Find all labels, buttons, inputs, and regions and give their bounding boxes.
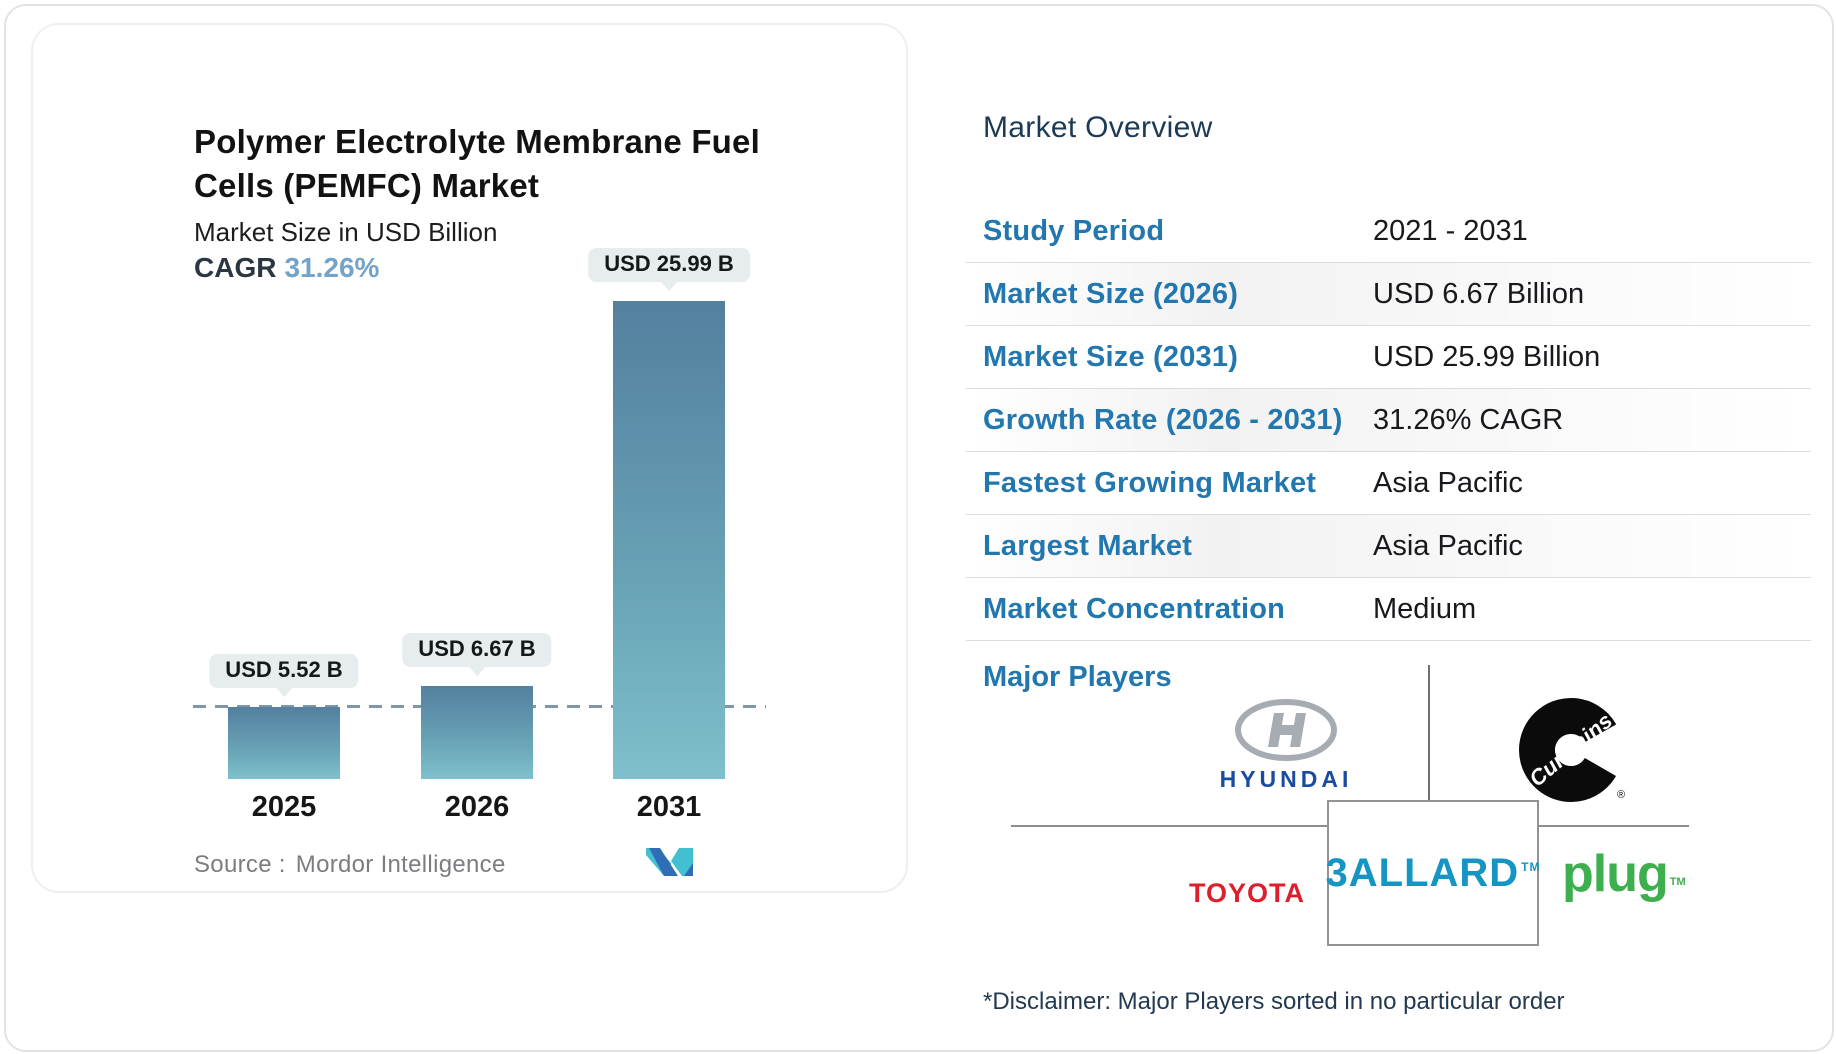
x-axis-label: 2025: [251, 791, 317, 823]
major-players-label: Major Players: [983, 661, 1172, 693]
bar-value-tooltip: USD 25.99 B: [588, 248, 750, 300]
tooltip-arrow-icon: [660, 281, 678, 300]
x-axis-label: 2031: [636, 791, 702, 823]
bar-2031: [613, 301, 725, 779]
overview-row-label: Market Size (2031): [983, 340, 1239, 373]
source-label: Source :: [194, 851, 286, 878]
overview-row: Market Concentration Medium: [966, 578, 1811, 641]
trademark-symbol: TM: [1669, 875, 1686, 888]
overview-row-value: USD 25.99 Billion: [1373, 340, 1601, 373]
plug-wordmark: plug: [1562, 845, 1669, 903]
overview-row-value: 2021 - 2031: [1373, 214, 1528, 247]
orgchart-vertical-line: [1428, 665, 1430, 802]
overview-row: Market Size (2031) USD 25.99 Billion: [966, 326, 1811, 389]
cummins-logo: Cummins ®: [1511, 690, 1631, 810]
overview-row: Fastest Growing Market Asia Pacific: [966, 452, 1811, 515]
overview-row-value: 31.26% CAGR: [1373, 403, 1564, 436]
chart-title: Polymer Electrolyte Membrane Fuel Cells …: [194, 123, 760, 204]
ballard-logo: 3ALLARD TM: [1325, 800, 1541, 946]
major-players-disclaimer: *Disclaimer: Major Players sorted in no …: [983, 988, 1565, 1015]
chart-subtitle: Market Size in USD Billion: [194, 217, 498, 247]
overview-row-value: Asia Pacific: [1373, 466, 1523, 499]
hyundai-oval-icon: [1235, 699, 1337, 761]
bar-value-label: USD 6.67 B: [402, 633, 552, 667]
source-text: Source : Mordor Intelligence: [194, 851, 506, 879]
ballard-wordmark: 3ALLARD TM: [1325, 850, 1541, 895]
plug-power-logo: plug TM: [1562, 844, 1686, 904]
chart-cagr: CAGR 31.26%: [194, 252, 379, 284]
bar-value-tooltip: USD 6.67 B: [402, 633, 552, 685]
overview-row-label: Largest Market: [983, 529, 1193, 562]
tooltip-arrow-icon: [274, 687, 293, 706]
cummins-c-icon: Cummins ®: [1519, 698, 1625, 802]
hyundai-wordmark: HYUNDAI: [1219, 766, 1353, 792]
overview-row-label: Study Period: [983, 214, 1165, 247]
cagr-value: 31.26%: [284, 252, 380, 283]
toyota-logo: TOYOTA: [1188, 878, 1305, 908]
bar-chart: USD 5.52 B 2025 USD 6.67 B 2026 USD 25.99 B 2…: [33, 25, 906, 891]
tooltip-arrow-icon: [467, 666, 486, 685]
source-value: Mordor Intelligence: [295, 851, 506, 878]
x-axis-label: 2026: [444, 791, 510, 823]
market-overview-title: Market Overview: [983, 111, 1213, 144]
overview-row-label: Market Concentration: [983, 592, 1286, 625]
overview-row: Growth Rate (2026 - 2031) 31.26% CAGR: [966, 389, 1811, 452]
overview-row-value: Asia Pacific: [1373, 529, 1523, 562]
overview-row-label: Market Size (2026): [983, 277, 1239, 310]
overview-row-label: Fastest Growing Market: [983, 466, 1317, 499]
overview-row: Largest Market Asia Pacific: [966, 515, 1811, 578]
overview-row-label: Growth Rate (2026 - 2031): [983, 403, 1343, 436]
bar-2025: [228, 707, 340, 779]
market-size-chart-card: Polymer Electrolyte Membrane Fuel Cells …: [31, 23, 908, 893]
mordor-intelligence-logo: [646, 848, 693, 876]
overview-row-value: Medium: [1373, 592, 1477, 625]
overview-row: Study Period 2021 - 2031: [966, 200, 1811, 263]
trademark-symbol: TM: [1521, 860, 1541, 875]
source-row: Source : Mordor Intelligence: [194, 845, 754, 885]
market-overview-table: Study Period 2021 - 2031 Market Size (2026…: [966, 200, 1811, 641]
page-card: Polymer Electrolyte Membrane Fuel Cells …: [4, 4, 1834, 1052]
hyundai-logo: HYUNDAI: [1191, 698, 1381, 793]
svg-text:®: ®: [1617, 789, 1625, 801]
overview-row: Market Size (2026) USD 6.67 Billion: [966, 263, 1811, 326]
bar-2026: [421, 686, 533, 779]
bar-value-label: USD 25.99 B: [588, 248, 750, 282]
cagr-label: CAGR: [194, 252, 277, 283]
bar-value-tooltip: USD 5.52 B: [209, 654, 359, 706]
bar-value-label: USD 5.52 B: [209, 654, 359, 688]
overview-row-value: USD 6.67 Billion: [1373, 277, 1585, 310]
